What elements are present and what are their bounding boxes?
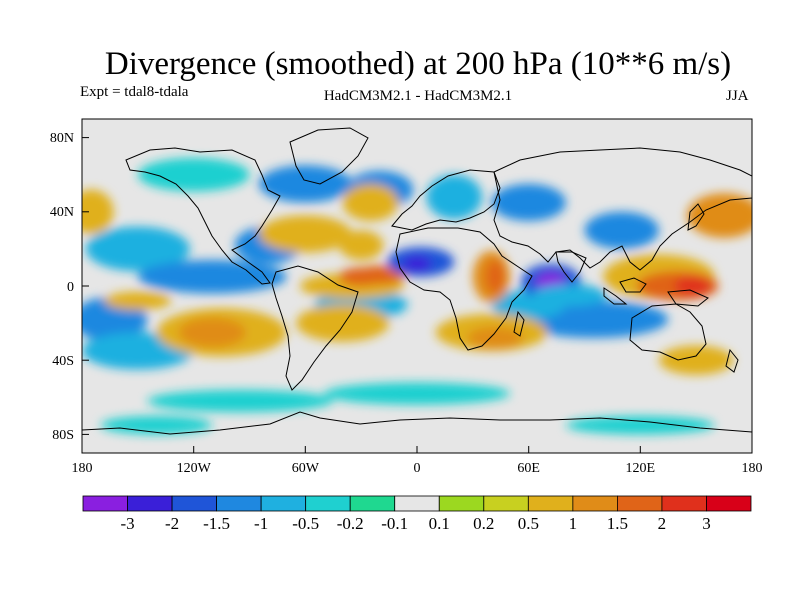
colorbar-swatch xyxy=(349,495,396,512)
colorbar-label: 2 xyxy=(658,514,667,533)
field-patch xyxy=(323,382,511,405)
field-patch xyxy=(85,226,190,272)
colorbar-swatch xyxy=(617,495,663,512)
colorbar-label: -0.1 xyxy=(381,514,408,533)
colorbar-swatch xyxy=(394,495,440,512)
field-patch xyxy=(137,260,287,294)
colorbar-label: -3 xyxy=(120,514,134,533)
colorbar-swatch xyxy=(82,495,128,512)
north-america-coast xyxy=(125,147,281,285)
field-patch xyxy=(584,211,659,249)
antarctica-coast xyxy=(82,411,752,435)
x-tick-label: 180 xyxy=(742,461,763,476)
field-patch xyxy=(137,158,250,192)
colorbar-label: 0.1 xyxy=(429,514,450,533)
colorbar-swatch xyxy=(661,495,707,512)
field-patch xyxy=(353,265,406,285)
field-patch xyxy=(467,326,524,350)
field-patch xyxy=(532,284,607,307)
field-patch xyxy=(104,291,172,311)
field-patch xyxy=(338,230,384,260)
new-guinea-coast xyxy=(667,289,709,307)
south-america-coast xyxy=(271,265,359,391)
field-patch xyxy=(147,389,334,413)
field-patch xyxy=(342,183,399,222)
field-patch xyxy=(178,317,246,348)
field-patch xyxy=(258,165,352,203)
greenland-coast xyxy=(289,127,369,185)
field-patch xyxy=(659,345,734,376)
europe-coast xyxy=(391,169,501,231)
x-tick-label: 120W xyxy=(177,461,212,476)
season-label: JJA xyxy=(726,88,749,104)
field-patch xyxy=(673,276,712,296)
colorbar-swatch xyxy=(438,495,485,512)
field-patch xyxy=(82,189,114,235)
experiment-label: Expt = tdal8-tdala xyxy=(80,84,189,100)
y-tick-label: 0 xyxy=(67,280,74,295)
colorbar-swatch xyxy=(572,495,618,512)
colorbar-swatch xyxy=(171,495,218,512)
y-tick-label: 80S xyxy=(52,428,74,443)
x-tick-label: 60E xyxy=(517,461,540,476)
chart-title: Divergence (smoothed) at 200 hPa (10**6 … xyxy=(104,46,732,82)
colorbar-label: 0.2 xyxy=(473,514,494,533)
divergence-field xyxy=(82,158,752,435)
x-tick-label: 120E xyxy=(626,461,656,476)
colorbar-swatch xyxy=(527,495,574,512)
borneo-coast xyxy=(619,277,647,293)
colorbar-label: 1 xyxy=(569,514,578,533)
y-tick-label: 40N xyxy=(50,205,74,220)
coastlines xyxy=(82,127,752,435)
colorbar-label: -0.5 xyxy=(292,514,319,533)
colorbar-label: 0.5 xyxy=(518,514,539,533)
colorbar-swatch xyxy=(216,495,262,512)
colorbar-swatch xyxy=(706,495,752,512)
x-tick-label: 60W xyxy=(292,461,320,476)
y-tick-label: 80N xyxy=(50,131,74,146)
field-patch xyxy=(100,415,213,435)
field-patch xyxy=(565,415,715,435)
colorbar-label: 1.5 xyxy=(607,514,628,533)
colorbar-label: -0.2 xyxy=(337,514,364,533)
field-patch xyxy=(426,174,483,220)
field-patch xyxy=(491,183,566,222)
sumatra-coast xyxy=(603,287,628,305)
colorbar-swatch xyxy=(260,495,307,512)
model-label: HadCM3M2.1 - HadCM3M2.1 xyxy=(323,88,513,104)
colorbar-swatch xyxy=(483,495,529,512)
new-zealand-coast xyxy=(725,348,739,373)
madagascar-coast xyxy=(513,310,525,337)
japan-coast xyxy=(687,203,705,231)
india-coast xyxy=(555,251,587,283)
field-patch xyxy=(296,304,390,342)
africa-coast xyxy=(395,227,533,351)
colorbar-label: -2 xyxy=(165,514,179,533)
colorbar-label: -1 xyxy=(254,514,268,533)
x-tick-label: 0 xyxy=(414,461,421,476)
y-tick-label: 40S xyxy=(52,354,74,369)
field-patch xyxy=(258,215,352,253)
colorbar-label: -1.5 xyxy=(203,514,230,533)
colorbar-swatch xyxy=(305,495,351,512)
field-patch xyxy=(485,260,505,294)
australia-coast xyxy=(629,303,707,361)
colorbar-label: 3 xyxy=(702,514,711,533)
asia-coast xyxy=(493,147,752,271)
colorbar: -3 -2 -1.5 -1 -0.5 -0.2 -0.1 0.1 0.2 0.5 1 1.5 2 3 xyxy=(82,495,752,533)
colorbar-swatch xyxy=(127,495,173,512)
x-tick-label: 180 xyxy=(72,461,93,476)
axis-ticks xyxy=(81,137,753,453)
field-patch xyxy=(402,256,432,272)
field-patch xyxy=(686,193,752,238)
